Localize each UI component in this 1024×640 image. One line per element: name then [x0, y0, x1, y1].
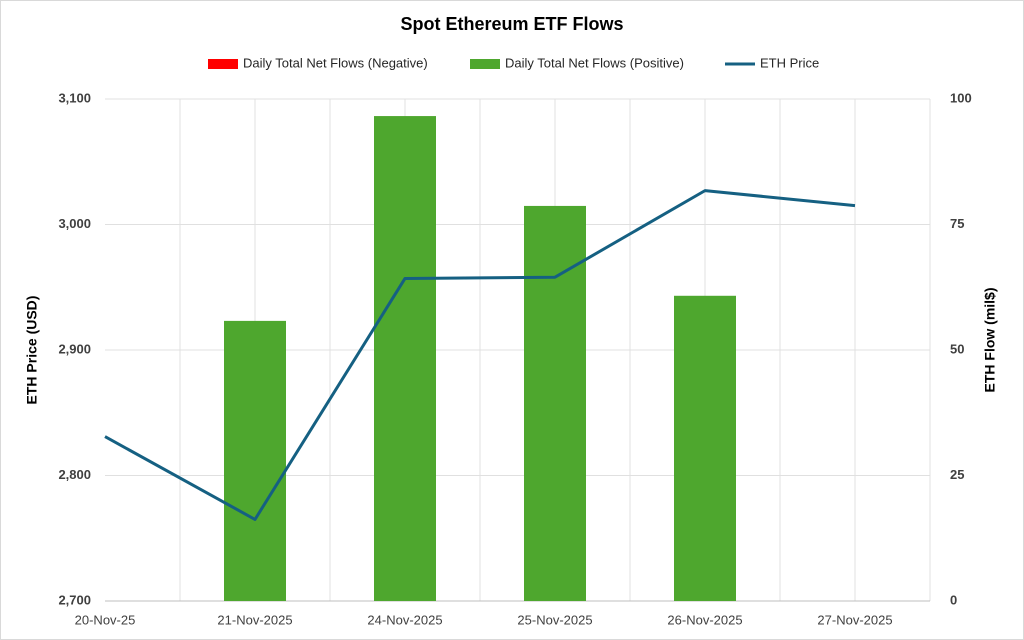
x-tick-label: 21-Nov-2025: [217, 612, 292, 627]
y-tick-label: 3,100: [58, 90, 91, 105]
y2-tick-label: 75: [950, 216, 964, 231]
y-axis-title: ETH Price (USD): [24, 296, 40, 405]
bar: [524, 205, 586, 601]
bar: [224, 320, 286, 601]
legend-label: Daily Total Net Flows (Negative): [243, 55, 428, 70]
x-tick-label: 24-Nov-2025: [367, 612, 442, 627]
x-tick-label: 26-Nov-2025: [667, 612, 742, 627]
y-tick-label: 2,800: [58, 467, 91, 482]
y-tick-label: 3,000: [58, 216, 91, 231]
legend-swatch: [470, 59, 500, 69]
y2-axis-title: ETH Flow (mil$): [982, 288, 998, 393]
bar: [674, 295, 736, 601]
x-tick-label: 20-Nov-25: [75, 612, 136, 627]
x-tick-label: 25-Nov-2025: [517, 612, 592, 627]
chart-title: Spot Ethereum ETF Flows: [400, 14, 623, 34]
y2-tick-label: 100: [950, 90, 972, 105]
y-tick-label: 2,700: [58, 592, 91, 607]
legend-label: Daily Total Net Flows (Positive): [505, 55, 684, 70]
y2-tick-label: 50: [950, 341, 964, 356]
legend-swatch: [208, 59, 238, 69]
price-line: [104, 189, 856, 521]
legend-label: ETH Price: [760, 55, 819, 70]
x-tick-label: 27-Nov-2025: [817, 612, 892, 627]
y2-tick-label: 0: [950, 592, 957, 607]
y-tick-label: 2,900: [58, 341, 91, 356]
bar: [374, 116, 436, 602]
y2-tick-label: 25: [950, 467, 964, 482]
